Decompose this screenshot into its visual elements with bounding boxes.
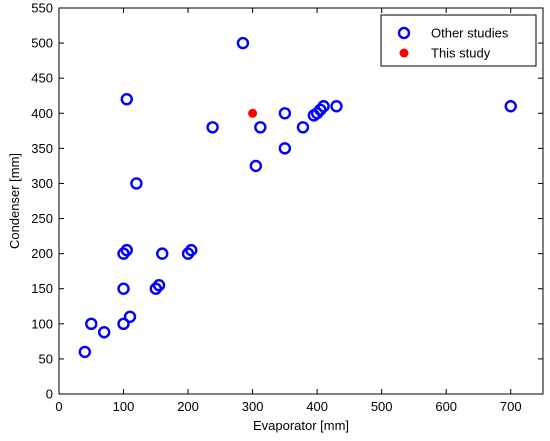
data-point-other-studies: [249, 159, 263, 173]
data-point-other-studies: [130, 177, 143, 190]
x-tick-label: 400: [306, 399, 328, 414]
data-point-other-studies: [278, 142, 292, 155]
legend: Other studies This study: [380, 14, 537, 67]
data-point-other-studies: [149, 282, 163, 295]
data-point-other-studies: [185, 243, 198, 257]
y-tick-label: 300: [31, 176, 53, 191]
y-tick-label: 150: [31, 281, 53, 296]
tick-labels: 0 100 200 300 400 500 600 700 0 50 100 150 200 250 300…: [31, 1, 521, 415]
data-point-other-studies: [296, 121, 310, 134]
data-point-other-studies: [120, 93, 133, 106]
x-tick-label: 700: [500, 399, 522, 414]
data-point-other-studies: [236, 36, 250, 50]
y-tick-label: 200: [31, 246, 53, 261]
data-point-other-studies: [317, 100, 330, 113]
x-tick-label: 0: [55, 399, 62, 414]
data-point-other-studies: [156, 247, 169, 260]
data-point-other-studies: [504, 100, 517, 113]
x-tick-label: 300: [242, 399, 264, 414]
legend-marker-this-study: [399, 48, 409, 58]
x-tick-label: 600: [435, 399, 457, 414]
axis-ticks: [58, 7, 543, 395]
data-point-other-studies: [330, 100, 343, 113]
data-point-other-studies: [78, 345, 92, 359]
y-tick-label: 100: [31, 316, 53, 331]
y-tick-label: 0: [46, 387, 53, 402]
data-point-other-studies: [310, 107, 324, 120]
y-axis-label: Condenser [mm]: [7, 153, 22, 249]
y-tick-label: 400: [31, 106, 53, 121]
data-point-other-studies: [152, 279, 166, 292]
data-point-other-studies: [278, 107, 292, 120]
x-tick-label: 100: [113, 399, 135, 414]
data-point-this-study: [248, 108, 258, 118]
data-point-other-studies: [206, 121, 219, 134]
data-point-other-studies: [117, 247, 130, 260]
legend-box: [380, 14, 537, 67]
y-tick-label: 250: [31, 211, 53, 226]
data-point-other-studies: [117, 282, 130, 295]
data-point-other-studies: [85, 317, 98, 331]
data-point-other-studies: [254, 121, 267, 134]
x-axis-label: Evaporator [mm]: [253, 418, 349, 433]
y-tick-label: 350: [31, 141, 53, 156]
data-point-other-studies: [117, 317, 130, 331]
data-point-other-studies: [181, 247, 195, 260]
y-tick-label: 500: [31, 36, 53, 51]
x-tick-label: 500: [371, 399, 393, 414]
data-point-other-studies: [120, 243, 133, 257]
data-point-other-studies: [97, 326, 111, 339]
data-points: [78, 36, 517, 359]
legend-label-other-studies: Other studies: [431, 26, 509, 41]
legend-label-this-study: This study: [431, 46, 491, 61]
legend-marker-other-studies: [397, 26, 411, 40]
y-tick-label: 450: [31, 71, 53, 86]
data-point-other-studies: [314, 103, 327, 116]
y-tick-label: 50: [39, 351, 53, 366]
plot-area: [58, 7, 544, 395]
data-point-other-studies: [123, 310, 137, 323]
y-tick-label: 550: [31, 1, 53, 16]
x-tick-label: 200: [177, 399, 199, 414]
